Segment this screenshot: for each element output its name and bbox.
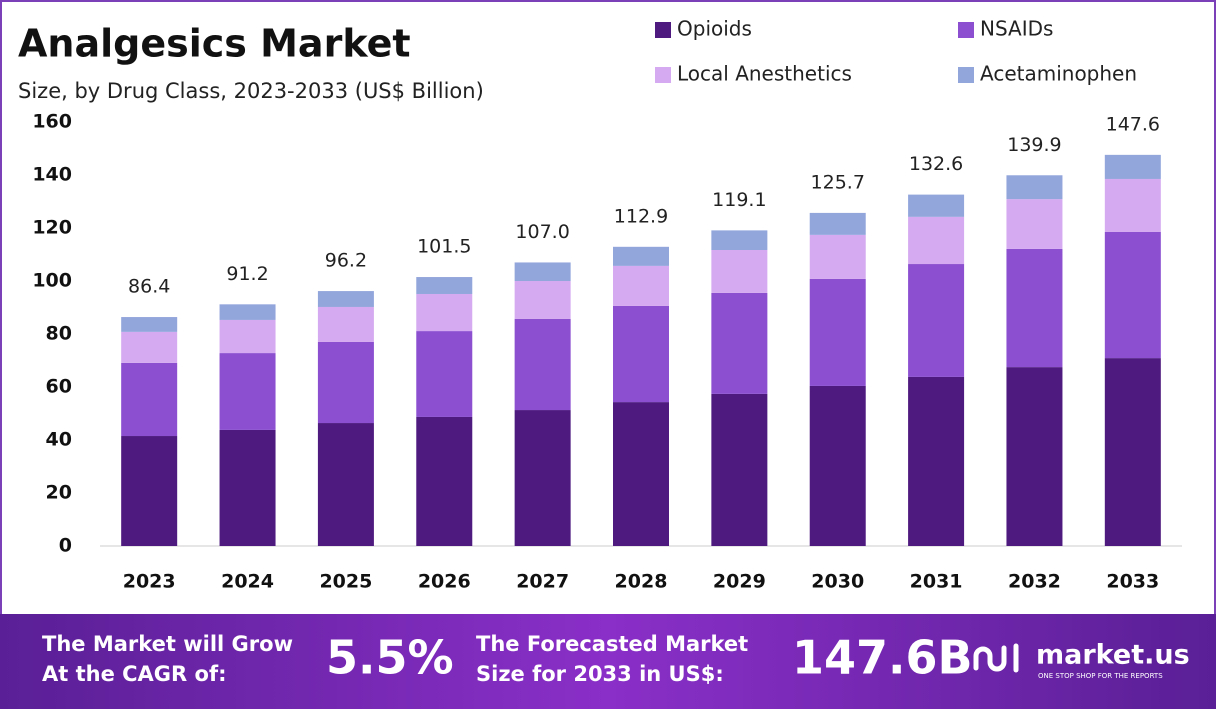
total-label: 147.6 xyxy=(1106,113,1160,135)
bar-segment xyxy=(121,436,178,546)
bar-segment xyxy=(1006,367,1063,546)
bar-segment xyxy=(908,264,965,377)
bar-segment xyxy=(908,376,965,546)
x-tick-label: 2025 xyxy=(319,571,372,593)
y-tick-label: 160 xyxy=(32,111,72,133)
legend-swatch xyxy=(655,67,671,83)
bar-segment xyxy=(514,318,571,411)
total-label: 86.4 xyxy=(128,276,170,298)
bar-segment xyxy=(317,423,374,546)
y-tick-label: 120 xyxy=(32,217,72,239)
brand: market.us xyxy=(1036,640,1190,671)
bar-segment xyxy=(1104,178,1161,232)
x-tick-label: 2028 xyxy=(615,571,668,593)
legend-swatch xyxy=(958,67,974,83)
chart-subtitle: Size, by Drug Class, 2023-2033 (US$ Bill… xyxy=(18,79,484,103)
legend-label: NSAIDs xyxy=(980,17,1053,41)
total-label: 119.1 xyxy=(712,189,766,211)
forecast-value: 147.6B xyxy=(792,631,973,685)
cagr-text: At the CAGR of: xyxy=(42,662,227,686)
x-tick-label: 2027 xyxy=(516,571,569,593)
bar-segment xyxy=(121,362,178,437)
y-tick-label: 20 xyxy=(46,482,72,504)
y-tick-label: 140 xyxy=(32,164,72,186)
legend-swatch xyxy=(655,22,671,38)
bar-segment xyxy=(219,353,276,430)
bar-segment xyxy=(1006,175,1063,200)
x-tick-label: 2032 xyxy=(1008,571,1061,593)
bar-segment xyxy=(809,234,866,279)
bar-segment xyxy=(1104,154,1161,179)
x-tick-label: 2030 xyxy=(811,571,864,593)
bar-segment xyxy=(809,278,866,386)
bar-segment xyxy=(514,262,571,281)
bar-segment xyxy=(1104,358,1161,546)
bar-segment xyxy=(416,416,473,546)
bar-segment xyxy=(219,429,276,546)
bar-segment xyxy=(121,317,178,332)
footer: The Market will Grow At the CAGR of: 5.5… xyxy=(0,614,1216,709)
total-label: 132.6 xyxy=(909,153,963,175)
bar-segment xyxy=(1006,248,1063,368)
x-tick-label: 2023 xyxy=(123,571,176,593)
y-tick-label: 80 xyxy=(46,323,72,345)
bar-segment xyxy=(711,230,768,250)
bar-segment xyxy=(317,291,374,307)
y-tick-label: 60 xyxy=(46,376,72,398)
legend-label: Acetaminophen xyxy=(980,62,1137,86)
bar-segment xyxy=(613,265,669,306)
bar-segment xyxy=(613,246,669,266)
bar-segment xyxy=(1104,231,1161,359)
bar-segment xyxy=(809,385,866,546)
bar-segment xyxy=(711,393,768,546)
bar-segment xyxy=(711,292,768,394)
bar-segment xyxy=(416,277,473,294)
y-tick-label: 100 xyxy=(32,270,72,292)
bar-segment xyxy=(613,305,669,403)
bar-segment xyxy=(514,281,571,319)
bar-segment xyxy=(416,293,473,332)
brand-logo xyxy=(973,643,1019,673)
cagr-value: 5.5% xyxy=(326,631,454,685)
legend-label: Opioids xyxy=(677,17,752,41)
bar-segment xyxy=(613,402,669,546)
bar-segment xyxy=(219,304,276,320)
x-tick-label: 2026 xyxy=(418,571,471,593)
y-tick-label: 0 xyxy=(59,535,72,557)
total-label: 112.9 xyxy=(614,205,668,227)
bar-segment xyxy=(317,306,374,342)
x-tick-label: 2024 xyxy=(221,571,274,593)
total-label: 101.5 xyxy=(417,236,471,258)
bar-segment xyxy=(908,216,965,265)
tagline: ONE STOP SHOP FOR THE REPORTS xyxy=(1038,672,1163,680)
bar-segment xyxy=(809,212,866,235)
forecast-text: Size for 2033 in US$: xyxy=(476,662,724,686)
total-label: 139.9 xyxy=(1007,134,1061,156)
total-label: 96.2 xyxy=(325,250,367,272)
bar-segment xyxy=(711,249,768,293)
x-tick-label: 2033 xyxy=(1106,571,1159,593)
legend-swatch xyxy=(958,22,974,38)
bar-segment xyxy=(219,319,276,354)
bar-segment xyxy=(908,194,965,217)
x-tick-label: 2029 xyxy=(713,571,766,593)
cagr-text: The Market will Grow xyxy=(42,632,293,656)
total-label: 91.2 xyxy=(226,263,268,285)
y-tick-label: 40 xyxy=(46,429,72,451)
total-label: 125.7 xyxy=(811,171,865,193)
bar-segment xyxy=(121,331,178,363)
chart-title: Analgesics Market xyxy=(18,22,411,66)
bar-segment xyxy=(1006,199,1063,249)
total-label: 107.0 xyxy=(515,221,569,243)
bar-segment xyxy=(514,410,571,546)
x-tick-label: 2031 xyxy=(910,571,963,593)
bar-segment xyxy=(317,341,374,424)
bar-segment xyxy=(416,331,473,417)
forecast-text: The Forecasted Market xyxy=(476,632,748,656)
footer-band xyxy=(0,614,1216,709)
legend-label: Local Anesthetics xyxy=(677,62,852,86)
